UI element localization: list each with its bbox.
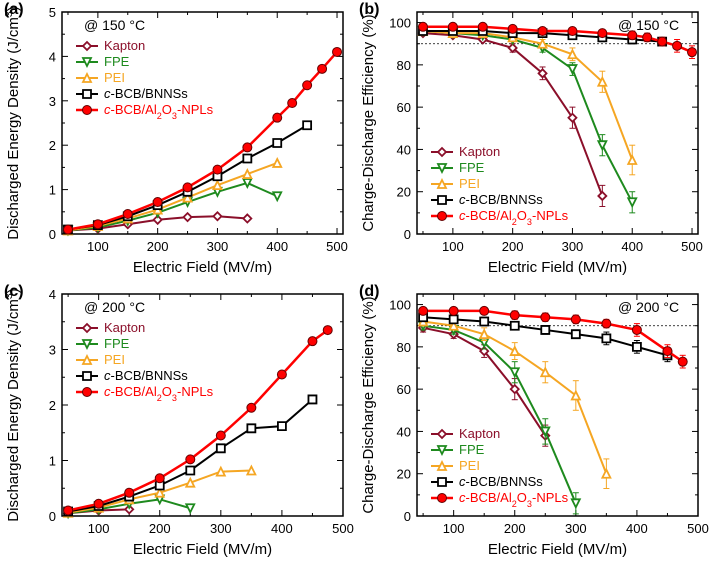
svg-text:400: 400 [266,239,288,254]
svg-text:@ 150 °C: @ 150 °C [618,17,679,33]
svg-text:2: 2 [49,138,56,153]
four-panel-figure: 100200300400500012345Electric Field (MV/… [0,0,710,565]
svg-text:1: 1 [49,183,56,198]
panel-c: 100 200 300 400 500 0 1 2 3 4 Electric Field (MV/m… [0,282,355,564]
svg-text:(c): (c) [4,283,24,300]
svg-text:500: 500 [687,521,709,536]
svg-text:PEI: PEI [104,70,125,85]
svg-text:300: 300 [565,521,587,536]
svg-text:@ 150 °C: @ 150 °C [84,17,145,33]
svg-text:FPE: FPE [459,160,485,175]
svg-text:400: 400 [271,521,293,536]
svg-text:Charge-Discharge Efficiency (%: Charge-Discharge Efficiency (%) [360,296,377,513]
svg-text:c-BCB/Al2O3-NPLs: c-BCB/Al2O3-NPLs [459,208,569,227]
svg-text:400: 400 [621,239,643,254]
svg-text:3: 3 [49,94,56,109]
svg-text:500: 500 [332,521,354,536]
panel-d: 100 200 300 400 500 0 20 40 60 80 100 Electric Fiel… [355,282,710,564]
svg-text:@ 200 °C: @ 200 °C [618,299,679,315]
svg-text:FPE: FPE [459,442,485,457]
svg-text:300: 300 [207,239,229,254]
svg-text:c-BCB/Al2O3-NPLs: c-BCB/Al2O3-NPLs [104,102,214,121]
svg-text:200: 200 [504,521,526,536]
svg-text:20: 20 [397,185,411,200]
svg-text:FPE: FPE [104,54,130,69]
svg-text:@ 200 °C: @ 200 °C [84,299,145,315]
svg-text:c-BCB/BNNSs: c-BCB/BNNSs [104,368,188,383]
svg-text:500: 500 [681,239,703,254]
panel-b: 100 200 300 400 500 0 20 40 60 80 100 Electric Fiel… [355,0,710,282]
svg-text:100: 100 [87,239,109,254]
svg-text:c-BCB/BNNSs: c-BCB/BNNSs [459,192,543,207]
svg-text:100: 100 [88,521,110,536]
svg-text:40: 40 [397,424,411,439]
svg-text:100: 100 [442,239,464,254]
svg-text:300: 300 [562,239,584,254]
svg-text:200: 200 [147,239,169,254]
panel-a: 100 200 300 400 500 0 1 2 3 4 5 Electric Field (MV/… [0,0,355,282]
svg-text:100: 100 [443,521,465,536]
svg-text:Discharged Energy Density (J/c: Discharged Energy Density (J/cm3) [3,288,22,521]
svg-text:20: 20 [397,467,411,482]
svg-text:0: 0 [404,509,411,524]
svg-text:80: 80 [397,58,411,73]
svg-text:PEI: PEI [459,176,480,191]
svg-text:Charge-Discharge Efficiency (%: Charge-Discharge Efficiency (%) [360,14,377,231]
svg-text:60: 60 [397,100,411,115]
svg-text:200: 200 [502,239,524,254]
svg-text:3: 3 [49,343,56,358]
svg-text:5: 5 [49,5,56,20]
svg-text:c-BCB/Al2O3-NPLs: c-BCB/Al2O3-NPLs [459,490,569,509]
svg-text:4: 4 [49,287,56,302]
svg-text:80: 80 [397,340,411,355]
svg-text:40: 40 [397,142,411,157]
svg-text:0: 0 [404,227,411,242]
svg-text:Electric Field (MV/m): Electric Field (MV/m) [133,259,272,276]
svg-text:1: 1 [49,454,56,469]
svg-text:0: 0 [49,509,56,524]
svg-text:500: 500 [326,239,348,254]
svg-text:c-BCB/BNNSs: c-BCB/BNNSs [459,474,543,489]
svg-text:FPE: FPE [104,336,130,351]
svg-text:c-BCB/BNNSs: c-BCB/BNNSs [104,86,188,101]
svg-text:100: 100 [389,16,411,31]
svg-text:2: 2 [49,398,56,413]
svg-text:Kapton: Kapton [459,426,500,441]
svg-text:c-BCB/Al2O3-NPLs: c-BCB/Al2O3-NPLs [104,384,214,403]
svg-text:Kapton: Kapton [459,144,500,159]
svg-text:Kapton: Kapton [104,38,145,53]
svg-text:60: 60 [397,382,411,397]
svg-text:(b): (b) [359,1,379,18]
svg-text:PEI: PEI [104,352,125,367]
svg-text:0: 0 [49,227,56,242]
svg-text:100: 100 [389,298,411,313]
svg-text:Electric Field (MV/m): Electric Field (MV/m) [488,259,627,276]
svg-text:(a): (a) [4,1,24,18]
svg-text:(d): (d) [359,283,379,300]
svg-text:400: 400 [626,521,648,536]
svg-text:300: 300 [210,521,232,536]
svg-text:Electric Field (MV/m): Electric Field (MV/m) [133,541,272,558]
svg-text:200: 200 [149,521,171,536]
svg-text:Discharged Energy Density (J/c: Discharged Energy Density (J/cm3) [3,6,22,239]
svg-text:Electric Field (MV/m): Electric Field (MV/m) [488,541,627,558]
svg-text:PEI: PEI [459,458,480,473]
svg-text:4: 4 [49,49,56,64]
svg-text:Kapton: Kapton [104,320,145,335]
